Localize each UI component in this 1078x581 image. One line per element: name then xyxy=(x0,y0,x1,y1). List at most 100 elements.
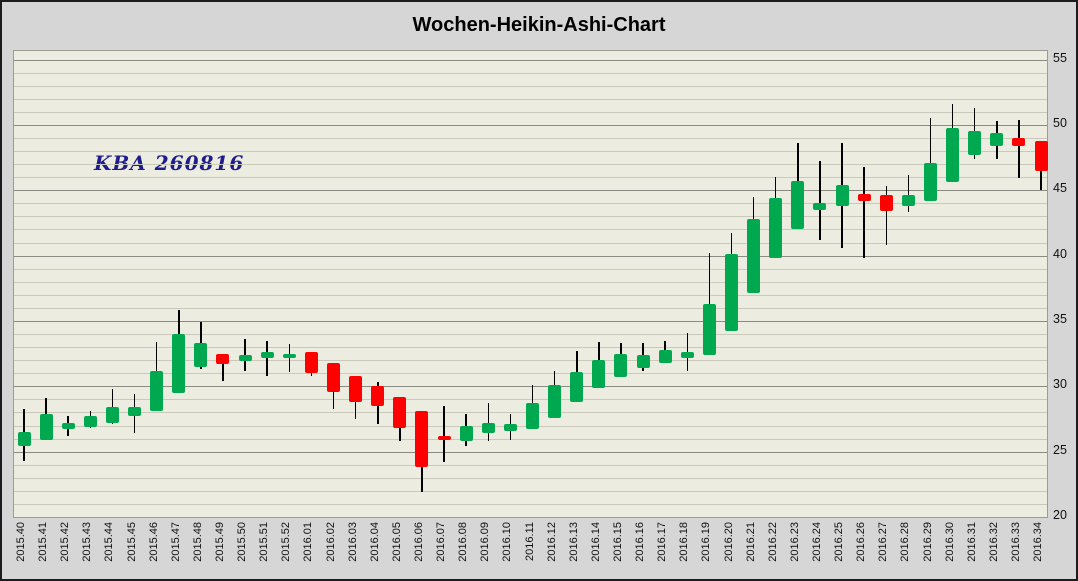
y-tick-label: 45 xyxy=(1053,181,1067,196)
candle-body-up xyxy=(282,353,296,358)
candle-body-up xyxy=(459,425,473,442)
candle-body-up xyxy=(17,432,31,447)
x-tick-label: 2016.13 xyxy=(567,522,580,562)
gridline xyxy=(14,347,1047,349)
candle-body-up xyxy=(813,203,827,210)
gridline xyxy=(14,177,1047,179)
gridline xyxy=(14,373,1047,375)
gridline xyxy=(14,255,1047,257)
candle-body-up xyxy=(658,349,672,363)
candle-wick xyxy=(907,174,910,213)
candle-body-down xyxy=(393,396,407,429)
candle-body-down xyxy=(879,195,893,212)
gridline xyxy=(14,294,1047,296)
candle-wick xyxy=(443,405,445,463)
x-tick-label: 2016.02 xyxy=(324,522,337,562)
x-tick-label: 2015.40 xyxy=(15,522,27,562)
candle-body-up xyxy=(481,422,495,434)
candle-body-up xyxy=(901,195,915,206)
x-tick-label: 2015.49 xyxy=(213,522,226,562)
candle-body-down xyxy=(371,386,385,406)
gridline xyxy=(14,137,1047,139)
candle-body-up xyxy=(592,360,606,388)
x-tick-label: 2016.23 xyxy=(788,522,801,562)
candle-body-up xyxy=(238,354,252,362)
y-tick-label: 40 xyxy=(1053,246,1067,261)
x-tick-label: 2016.19 xyxy=(700,522,713,562)
y-tick-label: 50 xyxy=(1053,115,1067,130)
plot-area: KBA 260816 xyxy=(13,50,1048,518)
candle-body-up xyxy=(791,181,805,230)
candle-wick xyxy=(487,403,490,442)
candle-body-up xyxy=(128,407,142,417)
candle-body-up xyxy=(946,127,960,183)
gridline xyxy=(14,98,1047,100)
candle-wick xyxy=(686,332,689,371)
chart-annotation: KBA 260816 xyxy=(94,151,245,175)
gridline xyxy=(14,307,1047,309)
x-tick-label: 2015.45 xyxy=(125,522,138,562)
candle-body-up xyxy=(924,162,937,201)
gridline xyxy=(14,490,1047,492)
y-tick-label: 25 xyxy=(1053,442,1067,457)
candle-body-up xyxy=(105,407,119,423)
x-tick-label: 2015.51 xyxy=(258,522,271,562)
candle-body-down xyxy=(857,194,871,201)
x-tick-label: 2015.42 xyxy=(59,522,72,562)
gridline xyxy=(14,85,1047,87)
x-tick-label: 2015.47 xyxy=(169,522,182,562)
gridline xyxy=(14,151,1047,153)
candle-body-up xyxy=(150,370,164,412)
x-tick-label: 2016.20 xyxy=(722,522,735,562)
candle-body-up xyxy=(968,131,982,155)
y-tick-label: 35 xyxy=(1053,311,1067,326)
x-tick-label: 2016.09 xyxy=(479,522,492,562)
x-tick-label: 2016.24 xyxy=(810,522,823,562)
x-tick-label: 2016.30 xyxy=(943,522,956,562)
x-tick-label: 2016.34 xyxy=(1032,522,1045,562)
x-tick-label: 2016.31 xyxy=(965,522,978,562)
candle-body-down xyxy=(349,375,363,402)
candle-body-up xyxy=(39,413,53,440)
x-tick-label: 2016.03 xyxy=(346,522,359,562)
x-tick-label: 2016.17 xyxy=(656,522,669,562)
y-tick-label: 55 xyxy=(1053,50,1067,65)
gridline xyxy=(14,59,1047,61)
x-tick-label: 2016.01 xyxy=(302,522,315,562)
x-tick-label: 2016.18 xyxy=(678,522,691,562)
candle-body-up xyxy=(747,219,761,294)
x-tick-label: 2016.10 xyxy=(501,522,514,562)
gridline xyxy=(14,386,1047,388)
candle-body-down xyxy=(216,353,230,365)
candle-body-down xyxy=(1012,137,1026,146)
candle-wick xyxy=(288,344,291,372)
candle-wick xyxy=(819,161,821,240)
x-tick-label: 2015.41 xyxy=(37,522,50,562)
candle-body-up xyxy=(503,424,517,431)
gridline xyxy=(14,268,1047,270)
candle-body-down xyxy=(304,352,318,374)
candle-wick xyxy=(266,340,268,376)
gridline xyxy=(14,164,1047,166)
candle-body-up xyxy=(548,384,562,418)
candle-body-up xyxy=(570,371,584,402)
gridline xyxy=(14,477,1047,479)
x-tick-label: 2015.50 xyxy=(236,522,249,562)
gridline xyxy=(14,464,1047,466)
gridline xyxy=(14,503,1047,505)
gridline xyxy=(14,438,1047,440)
x-tick-label: 2016.11 xyxy=(523,522,536,561)
candle-wick xyxy=(885,186,888,246)
candle-body-up xyxy=(990,132,1004,146)
candle-wick xyxy=(863,166,865,259)
candle-wick xyxy=(222,353,224,382)
candle-body-down xyxy=(437,435,451,440)
candle-body-up xyxy=(260,352,274,358)
candle-wick xyxy=(244,339,246,371)
x-tick-label: 2016.15 xyxy=(611,522,624,562)
x-tick-label: 2016.04 xyxy=(368,522,381,562)
gridline xyxy=(14,281,1047,283)
candle-body-up xyxy=(725,254,739,332)
x-tick-label: 2016.22 xyxy=(766,522,779,562)
